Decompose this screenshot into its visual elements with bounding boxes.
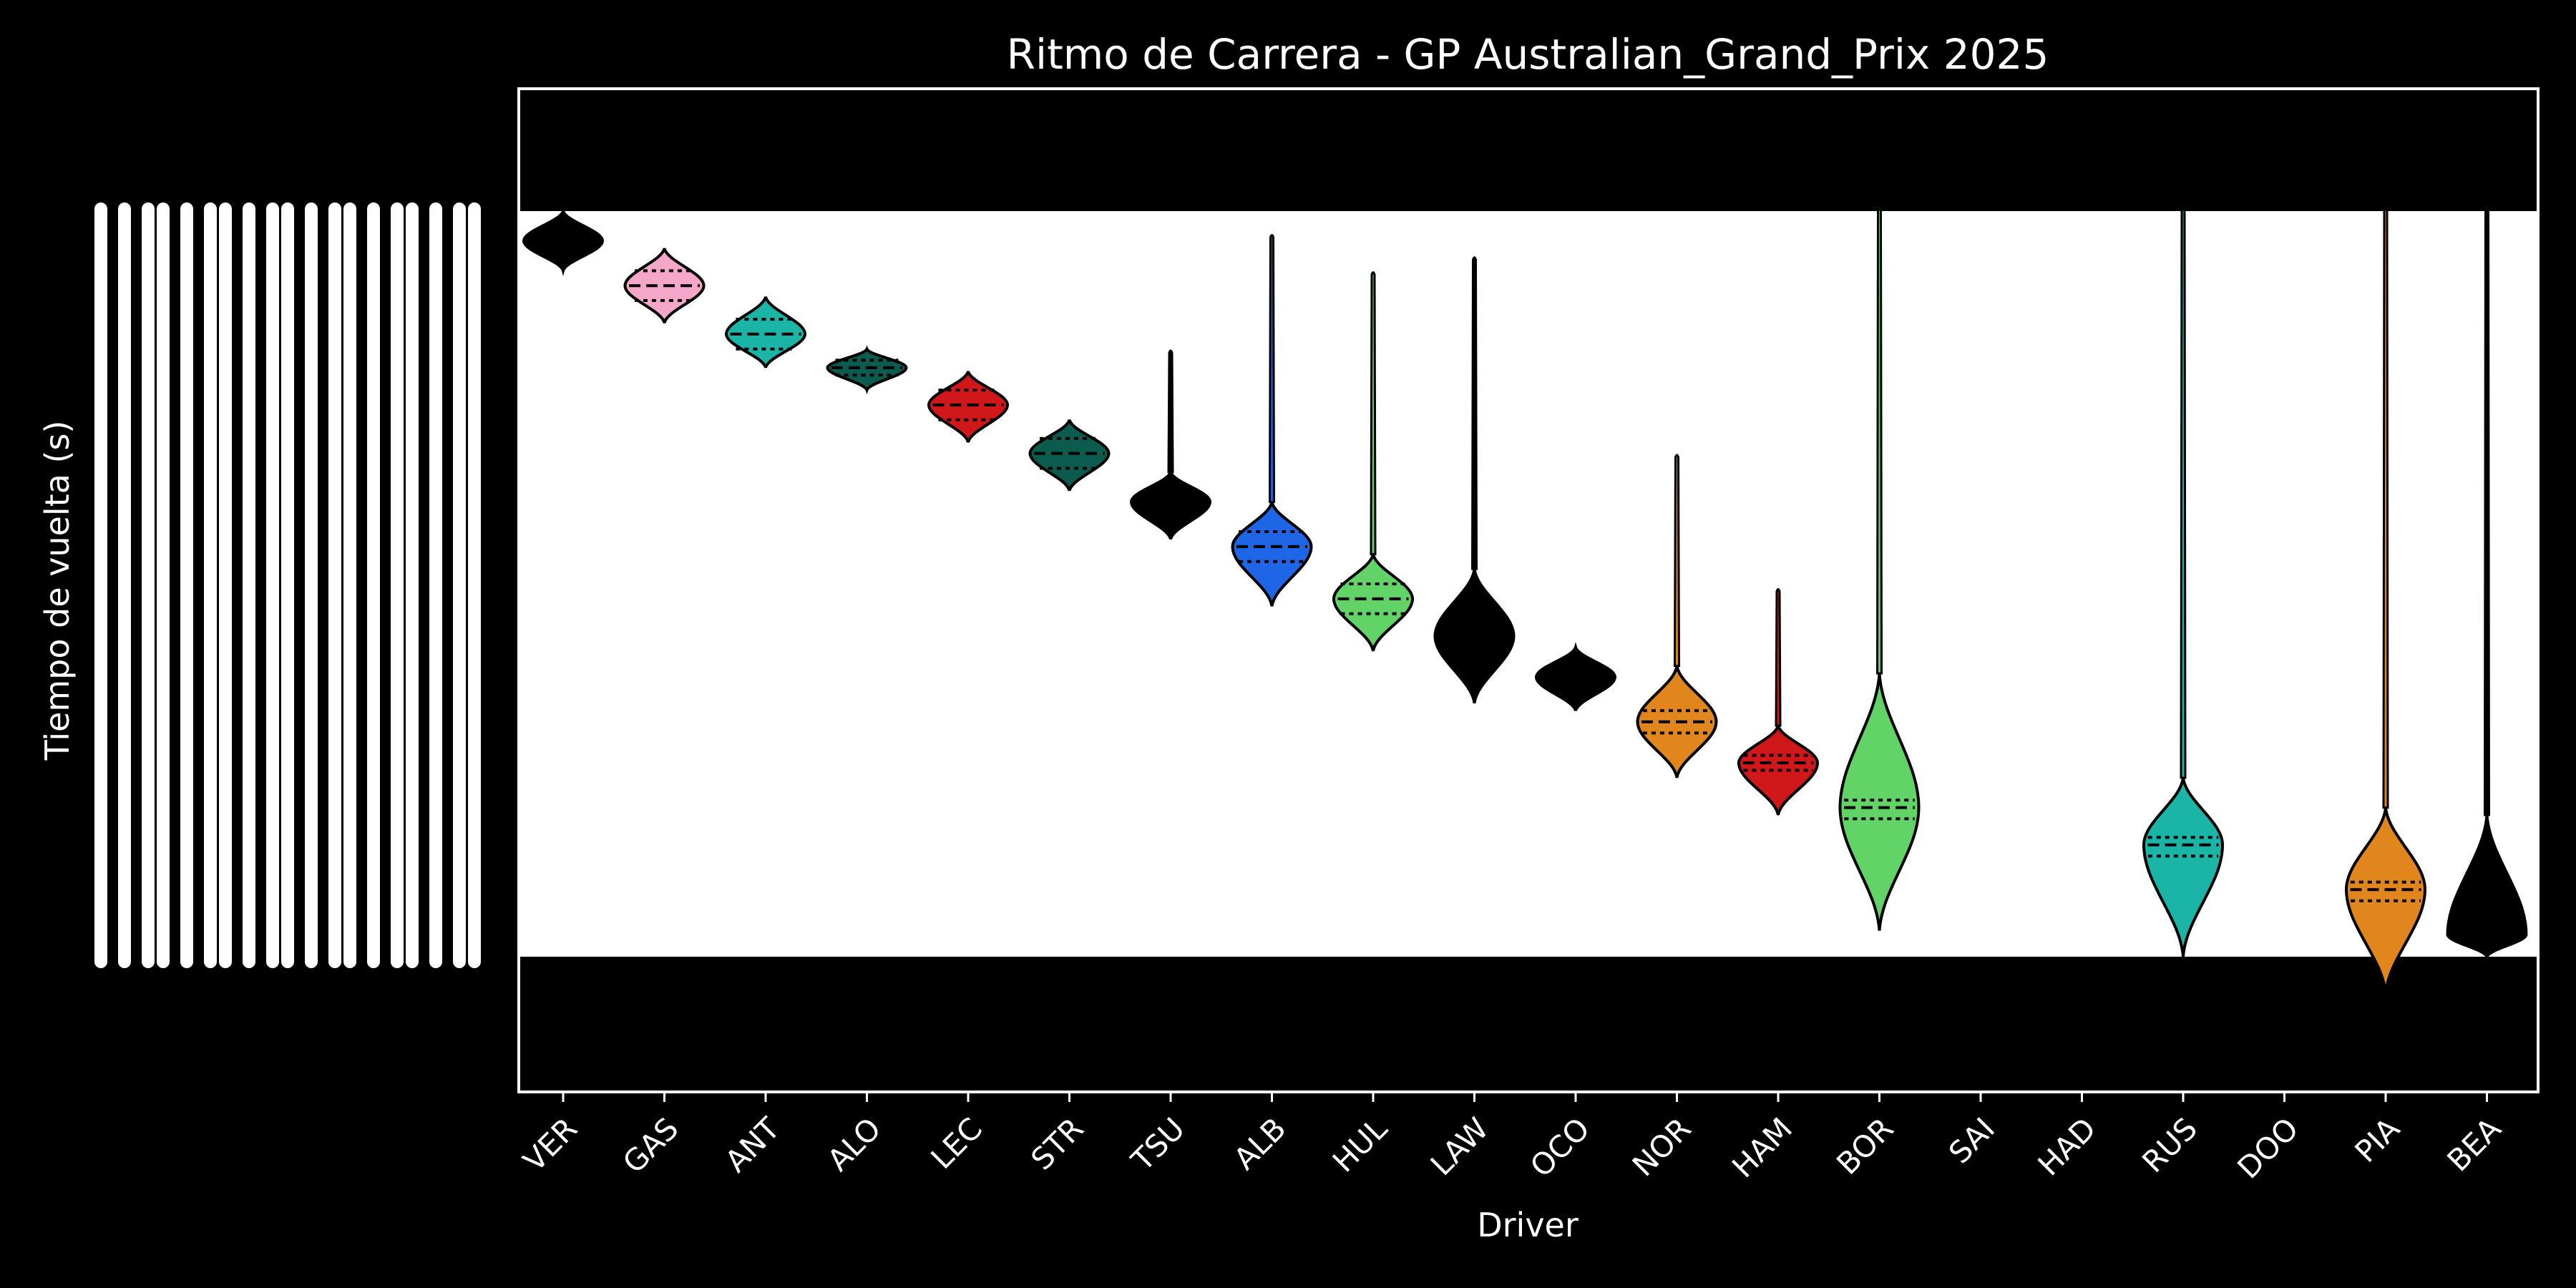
- chart-title: Ritmo de Carrera - GP Australian_Grand_P…: [1007, 30, 2049, 79]
- y-tick-label-glyph: [157, 203, 170, 968]
- violin-tail: [1167, 349, 1174, 474]
- y-tick-label-glyph: [406, 203, 419, 968]
- violin-body: [1433, 568, 1516, 704]
- violin-str: [1028, 419, 1111, 492]
- violin-body: [1838, 673, 1921, 931]
- violin-pia: [2344, 208, 2427, 995]
- y-tick-label-glyph: [429, 203, 442, 968]
- y-tick-label-glyph: [468, 203, 481, 968]
- y-axis-label: Tiempo de vuelta (s): [38, 421, 77, 761]
- x-axis-label: Driver: [1477, 1206, 1579, 1244]
- violin-hul: [1332, 271, 1415, 652]
- violin-rus: [2142, 208, 2225, 957]
- y-axis-tick-labels: [94, 203, 481, 968]
- violin-tail: [1268, 233, 1276, 503]
- y-tick-label-glyph: [204, 203, 217, 968]
- violin-tail: [2180, 208, 2187, 779]
- violin-tail: [1673, 454, 1681, 668]
- y-tick-label-glyph: [94, 203, 107, 968]
- violin-ham: [1737, 587, 1820, 816]
- violin-nor: [1636, 454, 1718, 779]
- y-tick-label-glyph: [343, 203, 356, 968]
- y-tick-label-glyph: [118, 203, 131, 968]
- violin-body: [2446, 814, 2528, 961]
- violin-tail: [1775, 587, 1782, 727]
- y-tick-label-glyph: [219, 203, 232, 968]
- violin-body: [1332, 553, 1415, 652]
- violin-tail: [1370, 271, 1377, 555]
- violin-law: [1433, 256, 1516, 704]
- violins: [522, 205, 2528, 995]
- violin-tail: [1875, 208, 1883, 675]
- y-tick-label-glyph: [142, 203, 155, 968]
- violin-tail: [1470, 256, 1478, 570]
- y-tick-label-glyph: [180, 203, 193, 968]
- y-tick-label-glyph: [305, 203, 318, 968]
- violin-body: [1129, 467, 1212, 540]
- y-tick-label-glyph: [328, 203, 341, 968]
- violin-body: [1231, 501, 1313, 607]
- violin-alb: [1231, 233, 1313, 607]
- plot-area: [519, 211, 2538, 957]
- violin-tsu: [1129, 349, 1212, 540]
- violin-body: [1534, 642, 1617, 712]
- y-tick-label-glyph: [367, 203, 380, 968]
- violin-body: [2142, 777, 2225, 957]
- y-tick-label-glyph: [391, 203, 404, 968]
- y-tick-label-glyph: [243, 203, 255, 968]
- violin-tail: [2382, 208, 2389, 809]
- y-tick-label-glyph: [266, 203, 279, 968]
- violin-bor: [1838, 208, 1921, 931]
- violin-gas: [623, 248, 706, 324]
- violin-ant: [724, 296, 807, 369]
- violin-oco: [1534, 642, 1617, 712]
- violin-bea: [2446, 208, 2528, 961]
- violin-lec: [927, 371, 1010, 443]
- violin-alo: [826, 345, 908, 394]
- violin-ver: [522, 205, 605, 276]
- violin-tail: [2483, 208, 2491, 816]
- violin-body: [522, 205, 605, 276]
- y-tick-label-glyph: [281, 203, 294, 968]
- y-tick-label-glyph: [453, 203, 466, 968]
